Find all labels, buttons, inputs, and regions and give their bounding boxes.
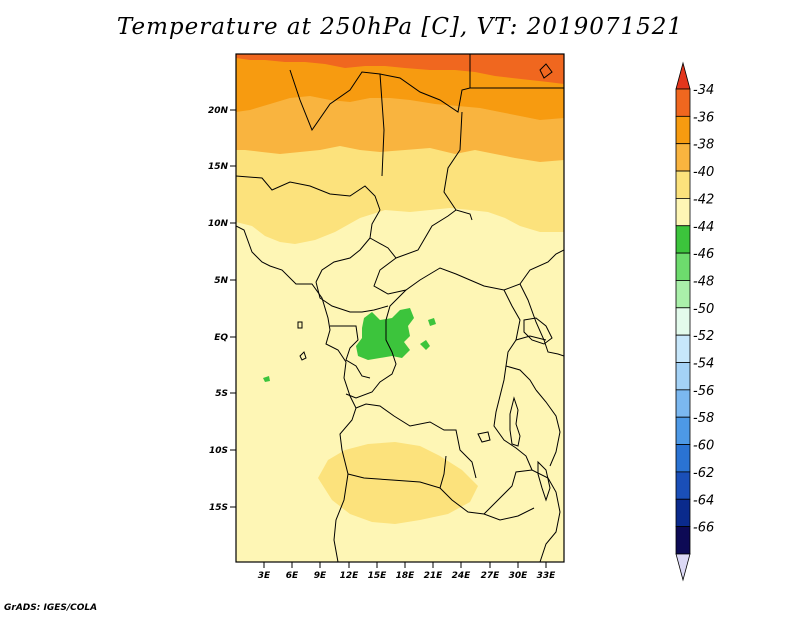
lon-label: 3E (258, 571, 271, 581)
colorbar-top-arrow (675, 61, 691, 90)
colorbar-label: -62 (693, 466, 714, 481)
map-frame (235, 53, 565, 563)
colorbar-segment (675, 498, 691, 528)
colorbar-label: -50 (693, 302, 714, 317)
lat-label: 10N (208, 219, 229, 229)
colorbar-label: -40 (693, 165, 714, 180)
lat-label: 15S (209, 503, 228, 513)
colorbar-label: -56 (693, 384, 714, 399)
lake (523, 317, 553, 345)
colorbar-label: -42 (693, 192, 714, 207)
lon-label: 12E (340, 571, 360, 581)
lon-label: 24E (452, 571, 472, 581)
band-minus34 (236, 54, 564, 84)
border (347, 455, 447, 489)
temperature-field (236, 54, 564, 562)
colorbar-label: -64 (693, 493, 714, 508)
colorbar-label: -46 (693, 247, 714, 262)
colorbar-label: -48 (693, 274, 714, 289)
island (539, 63, 553, 79)
colorbar-label: -66 (693, 521, 714, 536)
colorbar-segment (675, 115, 691, 145)
colorbar-segment (675, 444, 691, 473)
lat-label: 5N (214, 276, 228, 286)
band-minus44-speck (428, 318, 436, 326)
lon-label: 6E (286, 571, 299, 581)
band-minus44-speck (263, 376, 270, 382)
lon-label: 18E (396, 571, 416, 581)
colorbar-bottom-arrow (675, 553, 691, 582)
lake (509, 396, 521, 447)
colorbar-label: -58 (693, 411, 714, 426)
map-title: Temperature at 250hPa [C], VT: 201907152… (116, 14, 684, 40)
country-borders (236, 54, 564, 562)
colorbar-segment (675, 389, 691, 418)
border (315, 281, 389, 313)
colorbar-segment (675, 307, 691, 336)
lon-label: 21E (424, 571, 444, 581)
lat-label: 10S (209, 446, 228, 456)
border (315, 209, 381, 283)
border (493, 289, 533, 471)
band-minus44-patch (356, 308, 414, 360)
border (289, 54, 471, 132)
colorbar-segment (675, 252, 691, 281)
colorbar-segment (675, 416, 691, 445)
lon-label: 9E (314, 571, 327, 581)
colorbar-label: -44 (693, 220, 714, 235)
colorbar: -34 -36 -38 -40 -42 -44 -46 -48 -50 -52 -54 -56 -58 -… (675, 61, 714, 582)
colorbar-segment (675, 280, 691, 309)
border (355, 403, 477, 479)
border (236, 175, 381, 211)
border (443, 111, 473, 221)
colorbar-segment (675, 362, 691, 391)
border (515, 335, 547, 341)
lon-label: 15E (368, 571, 388, 581)
island (297, 321, 303, 329)
border (505, 365, 537, 391)
grads-credit: GrADS: IGES/COLA (4, 603, 98, 613)
band-minus44-speck (420, 340, 430, 350)
colorbar-segment (675, 170, 691, 199)
lake (477, 431, 491, 443)
border (379, 73, 385, 177)
border (330, 325, 371, 379)
lake (537, 460, 551, 502)
colorbar-label: -34 (693, 83, 714, 98)
lat-label: 20N (208, 106, 229, 116)
colorbar-segment (675, 526, 691, 555)
lat-label: 5S (215, 389, 228, 399)
colorbar-label: -38 (693, 138, 714, 153)
lat-label: EQ (214, 333, 228, 343)
colorbar-segment (675, 197, 691, 227)
border (373, 249, 564, 295)
colorbar-label: -54 (693, 357, 714, 372)
colorbar-label: -36 (693, 110, 714, 125)
colorbar-segment (675, 88, 691, 117)
lon-label: 27E (481, 571, 501, 581)
border (535, 389, 561, 467)
island (299, 351, 307, 361)
colorbar-segment (675, 225, 691, 254)
band-minus40-south (318, 442, 478, 524)
colorbar-segment (675, 334, 691, 363)
border (345, 289, 407, 399)
latitude-axis: 20N 15N 10N 5N EQ 5S 10S 15S (208, 106, 236, 513)
border (369, 209, 457, 259)
colorbar-label: -52 (693, 329, 714, 344)
lon-label: 33E (537, 571, 557, 581)
lat-label: 15N (208, 162, 229, 172)
lon-label: 30E (509, 571, 529, 581)
longitude-axis: 3E 6E 9E 12E 15E 18E 21E 24E 27E 30E 33E (258, 562, 556, 581)
colorbar-label: -60 (693, 439, 714, 454)
colorbar-segment (675, 143, 691, 172)
colorbar-segment (675, 471, 691, 500)
